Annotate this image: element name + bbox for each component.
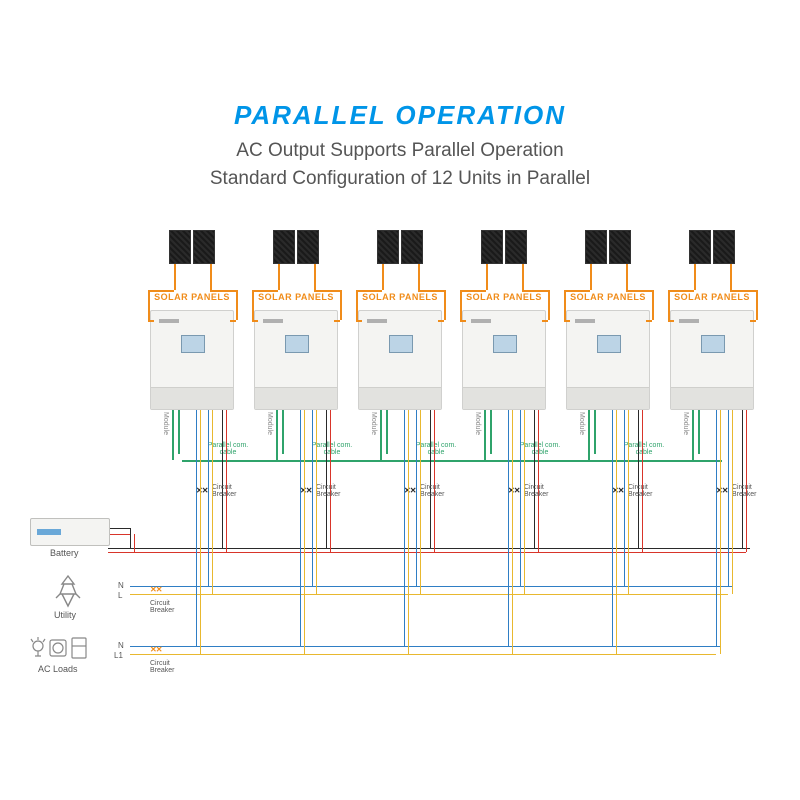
module-label: Module xyxy=(474,412,481,435)
parallel-cable-label: Parallel com.cable xyxy=(510,442,570,456)
inverter-icon xyxy=(670,310,754,410)
ac-loads-icon xyxy=(30,636,90,667)
ac-loads-label: AC Loads xyxy=(38,664,78,674)
inverter-unit: SOLAR PANELS xyxy=(140,230,244,410)
subtitle-1: AC Output Supports Parallel Operation xyxy=(0,140,800,162)
solar-panel-pair xyxy=(452,230,556,264)
utility-breaker-marks: ✕✕ xyxy=(150,585,161,594)
module-label: Module xyxy=(370,412,377,435)
inverter-icon xyxy=(566,310,650,410)
battery-label: Battery xyxy=(50,548,79,558)
circuit-breaker-label: CircuitBreaker xyxy=(212,484,237,498)
solar-panel-icon xyxy=(377,230,399,264)
solar-panel-icon xyxy=(609,230,631,264)
module-label: Module xyxy=(162,412,169,435)
inverter-icon xyxy=(358,310,442,410)
solar-panel-pair xyxy=(660,230,764,264)
solar-panel-icon xyxy=(505,230,527,264)
circuit-breaker-label: CircuitBreaker xyxy=(524,484,549,498)
module-label: Module xyxy=(266,412,273,435)
solar-panel-label: SOLAR PANELS xyxy=(140,292,244,302)
load-breaker-label: CircuitBreaker xyxy=(150,660,175,674)
module-label: Module xyxy=(682,412,689,435)
solar-panel-icon xyxy=(193,230,215,264)
solar-panel-pair xyxy=(244,230,348,264)
breaker-marks: ✕✕ xyxy=(612,486,623,495)
solar-panel-label: SOLAR PANELS xyxy=(452,292,556,302)
solar-panel-icon xyxy=(689,230,711,264)
load-breaker-marks: ✕✕ xyxy=(150,645,161,654)
inverter-icon xyxy=(150,310,234,410)
utility-label: Utility xyxy=(54,610,76,620)
module-label: Module xyxy=(578,412,585,435)
utility-breaker-label: CircuitBreaker xyxy=(150,600,175,614)
inverter-unit: SOLAR PANELS xyxy=(244,230,348,410)
parallel-cable-label: Parallel com.cable xyxy=(302,442,362,456)
inverter-unit: SOLAR PANELS xyxy=(348,230,452,410)
inverter-unit: SOLAR PANELS xyxy=(660,230,764,410)
inverter-icon xyxy=(254,310,338,410)
solar-panel-pair xyxy=(348,230,452,264)
inverter-unit: SOLAR PANELS xyxy=(556,230,660,410)
solar-panel-icon xyxy=(401,230,423,264)
solar-panel-icon xyxy=(481,230,503,264)
breaker-marks: ✕✕ xyxy=(196,486,207,495)
solar-panel-pair xyxy=(140,230,244,264)
utility-icon xyxy=(54,574,82,613)
breaker-marks: ✕✕ xyxy=(716,486,727,495)
solar-panel-label: SOLAR PANELS xyxy=(556,292,660,302)
load-n-label: N xyxy=(118,641,124,650)
parallel-cable-label: Parallel com.cable xyxy=(614,442,674,456)
solar-panel-pair xyxy=(556,230,660,264)
utility-l-label: L xyxy=(118,591,122,600)
breaker-marks: ✕✕ xyxy=(508,486,519,495)
circuit-breaker-label: CircuitBreaker xyxy=(732,484,757,498)
solar-panel-icon xyxy=(713,230,735,264)
circuit-breaker-label: CircuitBreaker xyxy=(316,484,341,498)
solar-panel-icon xyxy=(297,230,319,264)
page-title: PARALLEL OPERATION xyxy=(0,100,800,131)
solar-panel-icon xyxy=(273,230,295,264)
breaker-marks: ✕✕ xyxy=(300,486,311,495)
battery-icon xyxy=(30,518,110,546)
utility-n-label: N xyxy=(118,581,124,590)
load-l1-label: L1 xyxy=(114,651,123,660)
inverter-unit: SOLAR PANELS xyxy=(452,230,556,410)
circuit-breaker-label: CircuitBreaker xyxy=(628,484,653,498)
parallel-cable-label: Parallel com.cable xyxy=(406,442,466,456)
solar-panel-label: SOLAR PANELS xyxy=(348,292,452,302)
parallel-cable-label: Parallel com.cable xyxy=(198,442,258,456)
breaker-marks: ✕✕ xyxy=(404,486,415,495)
solar-panel-label: SOLAR PANELS xyxy=(660,292,764,302)
inverter-icon xyxy=(462,310,546,410)
subtitle-2: Standard Configuration of 12 Units in Pa… xyxy=(0,168,800,190)
solar-panel-icon xyxy=(169,230,191,264)
circuit-breaker-label: CircuitBreaker xyxy=(420,484,445,498)
solar-panel-label: SOLAR PANELS xyxy=(244,292,348,302)
solar-panel-icon xyxy=(585,230,607,264)
